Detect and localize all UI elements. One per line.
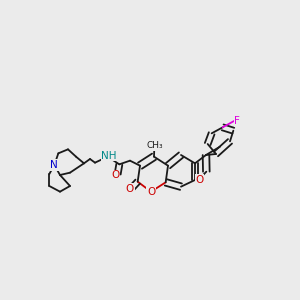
Text: CH₃: CH₃	[146, 141, 163, 150]
Text: NH: NH	[101, 151, 117, 161]
Text: O: O	[126, 184, 134, 194]
Text: N: N	[50, 160, 58, 170]
Text: O: O	[196, 175, 204, 185]
Text: F: F	[234, 116, 240, 126]
Text: O: O	[147, 187, 155, 197]
Text: O: O	[111, 170, 119, 181]
